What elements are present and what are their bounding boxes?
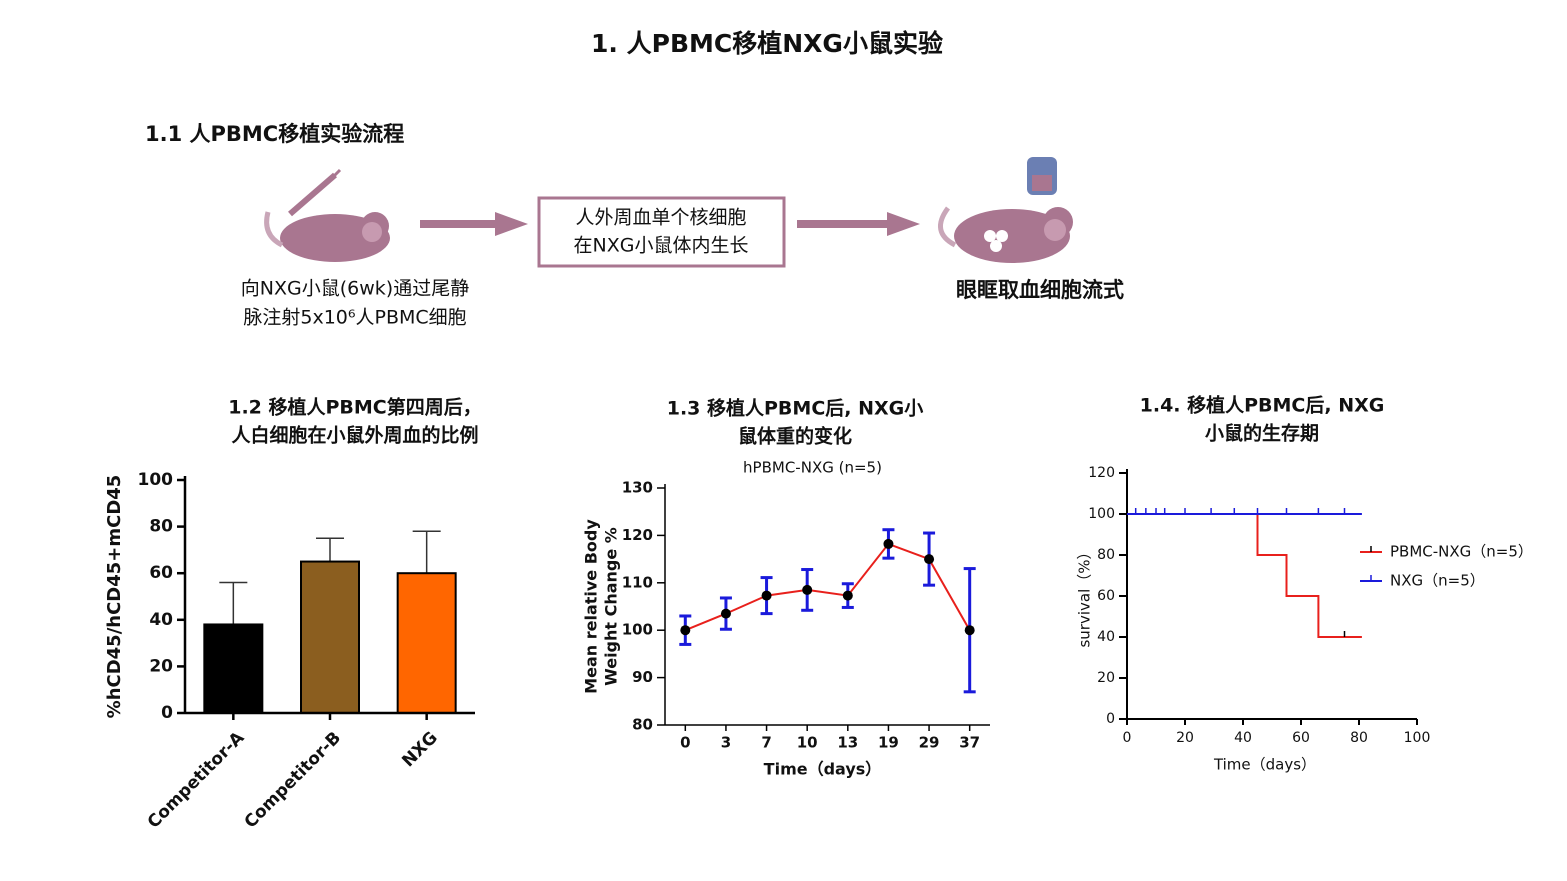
x-tick-label: 40 [1234,730,1252,746]
x-tick-label: 13 [837,734,858,752]
flow-text: 眼眶取血细胞流式 [956,278,1124,302]
point [720,608,731,619]
y-axis-label: %hCD45/hCD45+mCD45 [104,475,125,719]
x-tick-label: 60 [1292,730,1310,746]
y-axis-label: Mean relative Body [582,519,601,694]
point [761,590,772,601]
y-tick-label: 60 [149,563,173,583]
y-axis-label: survival（%） [1076,544,1094,647]
y-tick-label: 110 [622,573,653,591]
x-tick-label: Competitor-B [241,728,345,832]
point [883,538,894,549]
point [964,625,975,636]
y-tick-label: 80 [632,716,653,734]
chart-title: 1.4. 移植人PBMC后, NXG [1140,394,1385,417]
arrow [420,212,920,236]
point [842,590,853,601]
flow-text: 脉注射5x10⁶人PBMC细胞 [243,307,466,329]
mouse-icon [264,168,390,262]
x-tick-label: 19 [878,734,899,752]
y-tick-label: 40 [149,610,173,630]
flow-text: 人外周血单个核细胞 [575,207,746,229]
y-tick-label: 100 [622,621,653,639]
chart-title: 小鼠的生存期 [1205,422,1319,445]
x-tick-label: 20 [1176,730,1194,746]
chart-title: 1.2 移植人PBMC第四周后， [228,396,482,419]
subtitle: hPBMC-NXG (n=5) [743,459,882,477]
x-tick-label: 0 [680,734,690,752]
y-tick-label: 130 [622,479,653,497]
point [802,584,813,595]
y-tick-label: 20 [149,656,173,676]
x-tick-label: Competitor-A [144,727,249,832]
y-tick-label: 90 [632,668,653,686]
bar [300,560,360,714]
bar [203,623,264,715]
page-title: 1. 人PBMC移植NXG小鼠实验 [591,29,943,58]
legend-label: NXG（n=5） [1390,572,1485,590]
x-tick-label: 10 [797,734,818,752]
chart-title: 人白细胞在小鼠外周血的比例 [231,424,478,447]
legend-label: PBMC-NXG（n=5） [1390,543,1533,561]
y-tick-label: 80 [149,517,173,537]
bar [396,572,457,715]
x-tick-label: 7 [761,734,771,752]
y-tick-label: 20 [1097,670,1115,686]
y-tick-label: 100 [1088,506,1115,522]
survival-line [1127,513,1362,638]
y-tick-label: 0 [161,703,173,723]
y-tick-label: 0 [1106,711,1115,727]
flow-text: 向NXG小鼠(6wk)通过尾静 [241,278,469,300]
point [924,554,935,565]
x-tick-label: 29 [919,734,940,752]
x-tick-label: 100 [1404,730,1431,746]
flow-text: 在NXG小鼠体内生长 [574,235,749,257]
y-tick-label: 120 [622,526,653,544]
x-tick-label: 0 [1123,730,1132,746]
chart-title: 1.3 移植人PBMC后, NXG小 [667,397,924,420]
x-tick-label: NXG [398,728,441,771]
line [684,542,971,632]
section-title: 1.1 人PBMC移植实验流程 [145,122,404,146]
x-axis-label: Time（days） [1213,756,1316,774]
y-tick-label: 80 [1097,547,1115,563]
x-tick-label: 37 [959,734,980,752]
mouse-icon [938,157,1073,263]
y-tick-label: 40 [1097,629,1115,645]
flow-box [537,196,786,268]
y-axis-label: Weight Change % [602,527,621,686]
x-tick-label: 80 [1350,730,1368,746]
y-tick-label: 60 [1097,588,1115,604]
point [680,625,691,636]
x-tick-label: 3 [721,734,731,752]
chart-title: 鼠体重的变化 [738,425,852,448]
x-axis-label: Time（days） [764,760,882,779]
y-tick-label: 100 [138,470,174,490]
y-tick-label: 120 [1088,465,1115,481]
